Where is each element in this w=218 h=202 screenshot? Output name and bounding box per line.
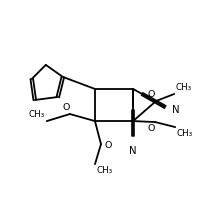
- Text: CH₃: CH₃: [175, 83, 191, 92]
- Text: O: O: [105, 141, 112, 150]
- Text: N: N: [172, 105, 179, 115]
- Text: CH₃: CH₃: [29, 110, 45, 119]
- Text: O: O: [63, 103, 70, 112]
- Text: CH₃: CH₃: [97, 166, 113, 175]
- Text: CH₃: CH₃: [176, 129, 192, 138]
- Text: N: N: [129, 146, 137, 156]
- Text: O: O: [147, 124, 155, 133]
- Text: O: O: [148, 90, 155, 99]
